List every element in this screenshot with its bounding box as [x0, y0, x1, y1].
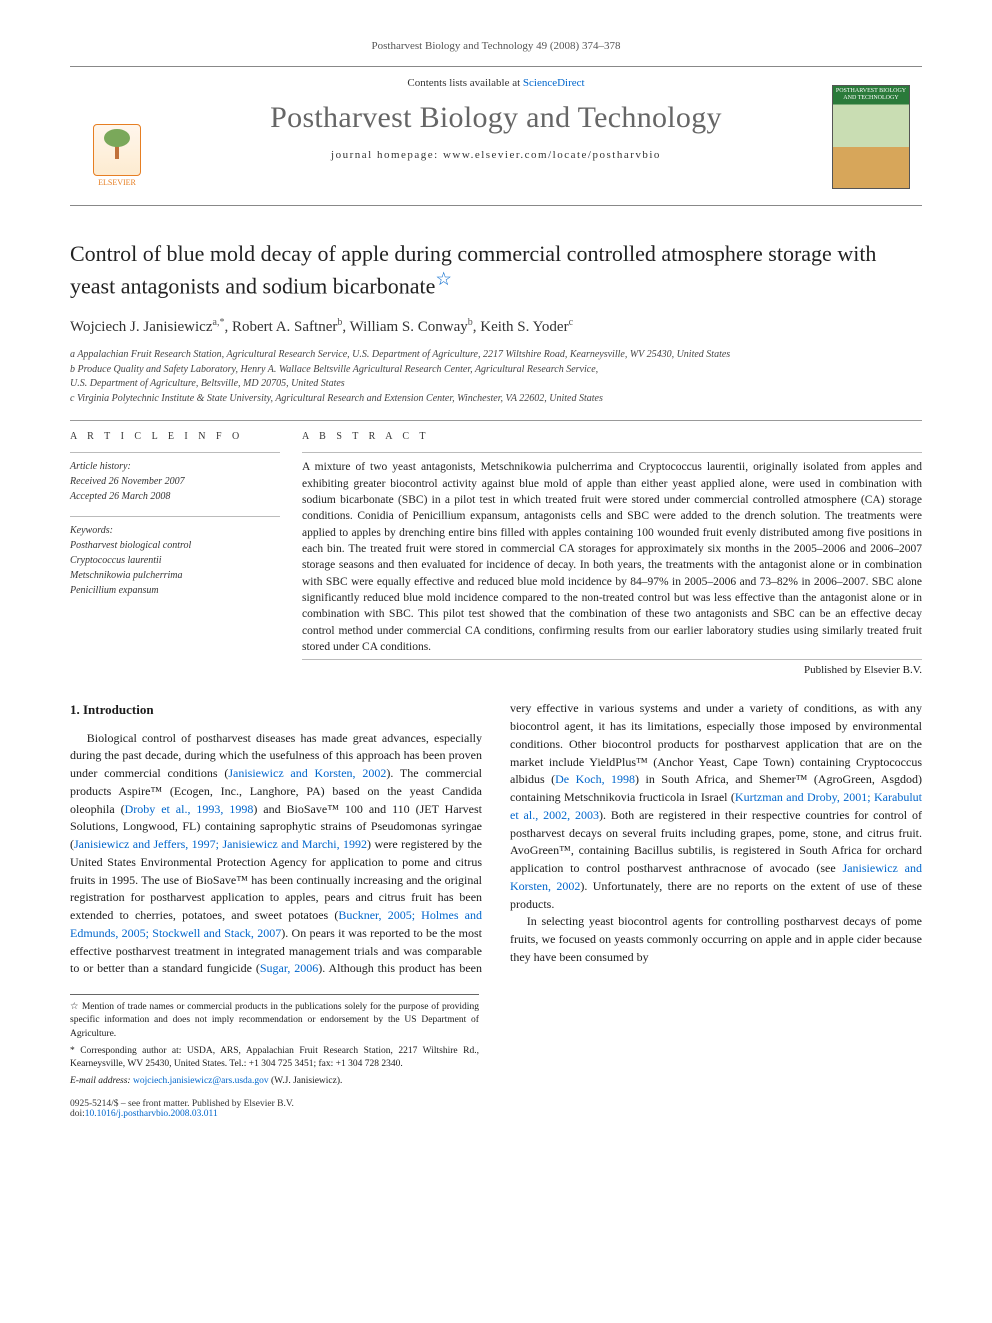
- history-label: Article history:: [70, 459, 280, 474]
- contents-lists-line: Contents lists available at ScienceDirec…: [82, 77, 910, 89]
- published-note: Published by Elsevier B.V.: [302, 659, 922, 676]
- abstract-rule: [302, 452, 922, 453]
- cite-janisiewicz-korsten-2002[interactable]: Janisiewicz and Korsten, 2002: [228, 766, 386, 780]
- cite-sugar-2006[interactable]: Sugar, 2006: [260, 961, 318, 975]
- publisher-name: ELSEVIER: [98, 178, 136, 187]
- keywords-block: Keywords: Postharvest biological control…: [70, 516, 280, 598]
- affiliation-c: c Virginia Polytechnic Institute & State…: [70, 392, 922, 407]
- title-footnote-marker: ☆: [435, 269, 451, 289]
- article-title: Control of blue mold decay of apple duri…: [70, 240, 922, 299]
- affiliation-b-line2: U.S. Department of Agriculture, Beltsvil…: [70, 377, 922, 392]
- abstract-head: A B S T R A C T: [302, 431, 922, 442]
- journal-masthead: ELSEVIER POSTHARVEST BIOLOGY AND TECHNOL…: [70, 66, 922, 206]
- sciencedirect-link[interactable]: ScienceDirect: [523, 77, 585, 89]
- footnote-star: ☆ Mention of trade names or commercial p…: [70, 1001, 479, 1041]
- email-link[interactable]: wojciech.janisiewicz@ars.usda.gov: [133, 1076, 269, 1086]
- copyright-block: 0925-5214/$ – see front matter. Publishe…: [70, 1099, 922, 1119]
- journal-homepage: journal homepage: www.elsevier.com/locat…: [82, 149, 910, 161]
- affiliation-a: a Appalachian Fruit Research Station, Ag…: [70, 348, 922, 363]
- journal-title: Postharvest Biology and Technology: [82, 101, 910, 135]
- abstract-text: A mixture of two yeast antagonists, Mets…: [302, 459, 922, 655]
- footnote-corresponding: * Corresponding author at: USDA, ARS, Ap…: [70, 1045, 479, 1072]
- doi-line: doi:10.1016/j.postharvbio.2008.03.011: [70, 1109, 922, 1119]
- email-who: (W.J. Janisiewicz).: [269, 1076, 343, 1086]
- elsevier-logo: ELSEVIER: [82, 107, 152, 187]
- affiliation-b-line1: b Produce Quality and Safety Laboratory,…: [70, 363, 922, 378]
- keywords-label: Keywords:: [70, 523, 280, 538]
- keyword-2: Cryptococcus laurentii: [70, 553, 280, 568]
- doi-label: doi:: [70, 1109, 85, 1119]
- cover-caption: POSTHARVEST BIOLOGY AND TECHNOLOGY: [836, 88, 906, 101]
- authors-line: Wojciech J. Janisiewicza,*, Robert A. Sa…: [70, 317, 922, 336]
- footnote-email: E-mail address: wojciech.janisiewicz@ars…: [70, 1075, 479, 1088]
- keyword-1: Postharvest biological control: [70, 538, 280, 553]
- affiliations: a Appalachian Fruit Research Station, Ag…: [70, 348, 922, 406]
- article-title-text: Control of blue mold decay of apple duri…: [70, 241, 876, 298]
- journal-cover-thumb: POSTHARVEST BIOLOGY AND TECHNOLOGY: [832, 85, 910, 189]
- body-two-columns: 1. Introduction Biological control of po…: [70, 700, 922, 978]
- elsevier-tree-icon: [93, 124, 141, 176]
- history-received: Received 26 November 2007: [70, 474, 280, 489]
- cite-janisiewicz-jeffers-1997[interactable]: Janisiewicz and Jeffers, 1997; Janisiewi…: [74, 837, 367, 851]
- article-history-block: Article history: Received 26 November 20…: [70, 452, 280, 504]
- doi-link[interactable]: 10.1016/j.postharvbio.2008.03.011: [85, 1109, 218, 1119]
- email-label: E-mail address:: [70, 1076, 133, 1086]
- copyright-line: 0925-5214/$ – see front matter. Publishe…: [70, 1099, 922, 1109]
- keyword-3: Metschnikowia pulcherrima: [70, 568, 280, 583]
- intro-para-2: In selecting yeast biocontrol agents for…: [510, 913, 922, 966]
- keyword-4: Penicillium expansum: [70, 583, 280, 598]
- info-abstract-row: A R T I C L E I N F O Article history: R…: [70, 420, 922, 676]
- article-info-head: A R T I C L E I N F O: [70, 431, 280, 442]
- lists-text: Contents lists available at: [407, 77, 522, 89]
- running-head: Postharvest Biology and Technology 49 (2…: [70, 40, 922, 52]
- cite-droby-1993-1998[interactable]: Droby et al., 1993, 1998: [125, 802, 254, 816]
- footnotes: ☆ Mention of trade names or commercial p…: [70, 994, 479, 1089]
- abstract-column: A B S T R A C T A mixture of two yeast a…: [302, 431, 922, 676]
- history-accepted: Accepted 26 March 2008: [70, 489, 280, 504]
- cite-dekoch-1998[interactable]: De Koch, 1998: [555, 772, 635, 786]
- section-1-heading: 1. Introduction: [70, 700, 482, 719]
- article-info-column: A R T I C L E I N F O Article history: R…: [70, 431, 280, 676]
